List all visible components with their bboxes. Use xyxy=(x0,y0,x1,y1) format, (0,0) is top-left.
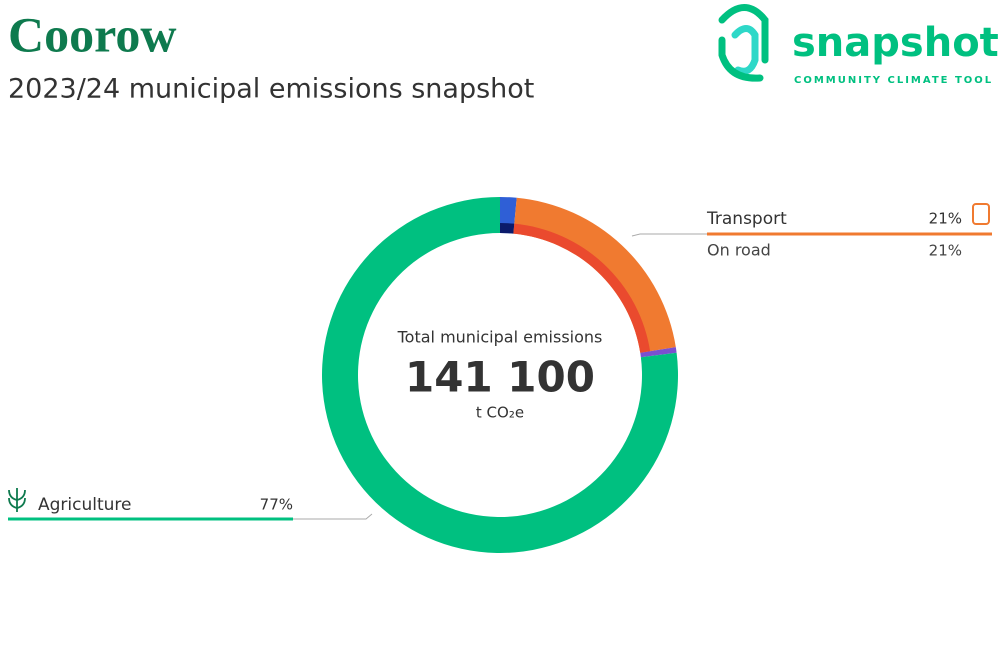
title: Coorow xyxy=(8,6,177,62)
value-label: 77% xyxy=(260,496,293,514)
category-label: Transport xyxy=(706,209,787,229)
logo-name: snapshot xyxy=(792,20,999,66)
inner-segment xyxy=(500,223,515,234)
donut xyxy=(321,197,678,553)
subtitle: 2023/24 municipal emissions snapshot xyxy=(8,74,534,105)
leader-line xyxy=(293,513,373,520)
segment xyxy=(640,347,677,358)
subcategory-label: On road xyxy=(707,241,771,260)
unit: t CO₂e xyxy=(476,404,524,422)
value-label: 21% xyxy=(929,210,962,228)
logo xyxy=(718,4,769,82)
category-label: Agriculture xyxy=(38,495,132,515)
leader-line xyxy=(631,233,707,237)
agriculture-icon xyxy=(8,488,26,512)
transport-icon xyxy=(972,203,990,225)
center-title: Total municipal emissions xyxy=(397,328,603,347)
value-label: 21% xyxy=(929,242,962,260)
inner-segment xyxy=(513,223,651,353)
logo-tagline: COMMUNITY CLIMATE TOOL xyxy=(794,75,993,86)
total: 141 100 xyxy=(405,353,595,402)
